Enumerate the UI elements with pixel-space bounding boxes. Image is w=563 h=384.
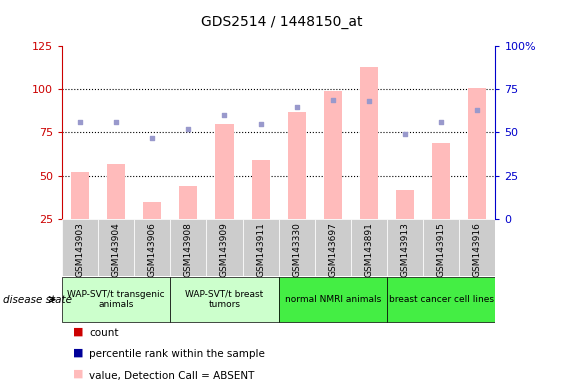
Bar [396, 190, 414, 219]
Bar [288, 112, 306, 219]
Bar [324, 91, 342, 219]
Text: GSM143903: GSM143903 [75, 222, 84, 276]
Bar [143, 202, 161, 219]
Bar [279, 277, 387, 322]
Bar [432, 143, 450, 219]
Text: percentile rank within the sample: percentile rank within the sample [89, 349, 265, 359]
Bar [71, 172, 89, 219]
Text: WAP-SVT/t transgenic
animals: WAP-SVT/t transgenic animals [68, 290, 165, 309]
Bar [62, 277, 171, 322]
Text: GSM143911: GSM143911 [256, 222, 265, 276]
Text: WAP-SVT/t breast
tumors: WAP-SVT/t breast tumors [185, 290, 263, 309]
Text: GSM143916: GSM143916 [473, 222, 482, 276]
Bar [279, 219, 315, 276]
Text: normal NMRI animals: normal NMRI animals [285, 295, 381, 304]
Point [184, 126, 193, 132]
Point [148, 135, 157, 141]
Bar [207, 219, 243, 276]
Text: GSM143330: GSM143330 [292, 222, 301, 276]
Bar [459, 219, 495, 276]
Text: count: count [89, 328, 118, 338]
Text: GSM143906: GSM143906 [148, 222, 157, 276]
Bar [171, 219, 207, 276]
Bar [180, 186, 198, 219]
Bar [315, 219, 351, 276]
Bar [98, 219, 134, 276]
Text: GSM143915: GSM143915 [437, 222, 446, 276]
Point [256, 121, 265, 127]
Point [328, 96, 337, 103]
Text: GSM143909: GSM143909 [220, 222, 229, 276]
Bar [252, 160, 270, 219]
Bar [62, 219, 98, 276]
Text: GSM143913: GSM143913 [401, 222, 410, 276]
Point [473, 107, 482, 113]
Bar [134, 219, 171, 276]
Text: ■: ■ [73, 348, 84, 358]
Bar [216, 124, 234, 219]
Text: GDS2514 / 1448150_at: GDS2514 / 1448150_at [201, 15, 362, 29]
Text: GSM143891: GSM143891 [364, 222, 373, 276]
Bar [351, 219, 387, 276]
Point [75, 119, 84, 125]
Bar [468, 88, 486, 219]
Text: value, Detection Call = ABSENT: value, Detection Call = ABSENT [89, 371, 254, 381]
Bar [360, 67, 378, 219]
Text: ■: ■ [73, 326, 84, 336]
Text: ■: ■ [73, 369, 84, 379]
Point [364, 98, 373, 104]
Point [292, 104, 301, 110]
Text: GSM143904: GSM143904 [111, 222, 120, 276]
Point [437, 119, 446, 125]
Bar [243, 219, 279, 276]
Bar [387, 277, 495, 322]
Bar [387, 219, 423, 276]
Text: GSM143697: GSM143697 [328, 222, 337, 276]
Text: disease state: disease state [3, 295, 72, 305]
Text: breast cancer cell lines: breast cancer cell lines [388, 295, 494, 304]
Bar [171, 277, 279, 322]
Point [401, 131, 410, 137]
Bar [107, 164, 125, 219]
Bar [423, 219, 459, 276]
Point [111, 119, 120, 125]
Text: GSM143908: GSM143908 [184, 222, 193, 276]
Point [220, 112, 229, 118]
